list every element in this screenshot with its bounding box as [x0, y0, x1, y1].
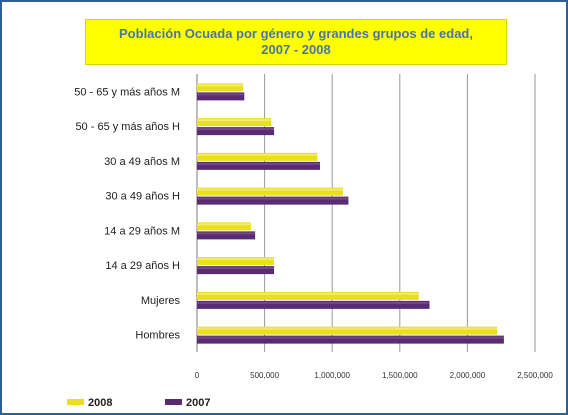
- bar-highlight: [197, 232, 256, 235]
- x-tick-label: 1,500,000: [382, 371, 418, 380]
- bar-highlight: [197, 128, 275, 131]
- x-tick-label: 500,000: [250, 371, 279, 380]
- bar-highlight: [197, 336, 504, 339]
- bar-2007-5: [197, 161, 321, 170]
- bar-highlight: [197, 301, 430, 304]
- x-tick-label: 2,000,000: [450, 371, 486, 380]
- x-tick-label: 0: [195, 371, 200, 380]
- legend-swatch-2008: [67, 399, 84, 405]
- bar-highlight: [197, 327, 498, 330]
- legend-label-2007: 2007: [186, 397, 210, 409]
- x-tick-label: 2,500,000: [517, 371, 553, 380]
- legend-swatch-2007: [165, 399, 182, 405]
- bar-2008-2: [197, 257, 275, 266]
- bar-2007-3: [197, 231, 256, 240]
- x-tick-label: 1,000,000: [314, 371, 350, 380]
- bar-2008-3: [197, 222, 252, 231]
- bar-highlight: [197, 258, 275, 261]
- bar-2008-5: [197, 152, 318, 161]
- chart-title-line-2: 2007 - 2008: [261, 42, 331, 57]
- grid-lines: [196, 74, 536, 352]
- bar-highlight: [197, 223, 252, 226]
- bar-2007-6: [197, 127, 275, 136]
- bar-highlight: [197, 292, 419, 295]
- chart-title: Población Ocuada por género y grandes gr…: [85, 19, 507, 65]
- category-label: 30 a 49 años H: [105, 191, 180, 203]
- bar-2008-6: [197, 118, 272, 127]
- bar-highlight: [197, 119, 272, 122]
- legend-label-2008: 2008: [88, 397, 112, 409]
- bar-2007-7: [197, 92, 245, 101]
- category-labels: Hombres Mujeres 14 a 29 años H 14 a 29 años…: [74, 86, 180, 341]
- bar-2007-2: [197, 266, 275, 275]
- bar-2007-1: [197, 300, 430, 309]
- bar-highlight: [197, 197, 349, 200]
- category-label: 30 a 49 años M: [104, 156, 180, 168]
- bar-2008-7: [197, 83, 243, 92]
- bar-highlight: [197, 93, 245, 96]
- bar-highlight: [197, 153, 318, 156]
- category-label: 50 - 65 y más años H: [75, 121, 180, 133]
- bar-highlight: [197, 84, 243, 87]
- category-label: 14 a 29 años M: [104, 225, 180, 237]
- category-label: Hombres: [135, 330, 180, 342]
- bar-2008-1: [197, 291, 419, 300]
- category-label: Mujeres: [141, 295, 181, 307]
- bar-2007-4: [197, 196, 349, 205]
- chart-title-line-1: Población Ocuada por género y grandes gr…: [119, 26, 473, 41]
- bar-highlight: [197, 188, 344, 191]
- bar-highlight: [197, 162, 321, 165]
- category-label: 50 - 65 y más años M: [74, 86, 180, 98]
- bar-highlight: [197, 267, 275, 270]
- bar-2008-4: [197, 187, 344, 196]
- category-label: 14 a 29 años H: [105, 260, 180, 272]
- bar-2008-0: [197, 326, 498, 335]
- bar-marks: [197, 83, 504, 344]
- legend: 2008 2007: [67, 397, 210, 409]
- bar-2007-0: [197, 335, 504, 344]
- x-axis-ticks: 0 500,000 1,000,000 1,500,000 2,000,000 2,500…: [195, 371, 554, 380]
